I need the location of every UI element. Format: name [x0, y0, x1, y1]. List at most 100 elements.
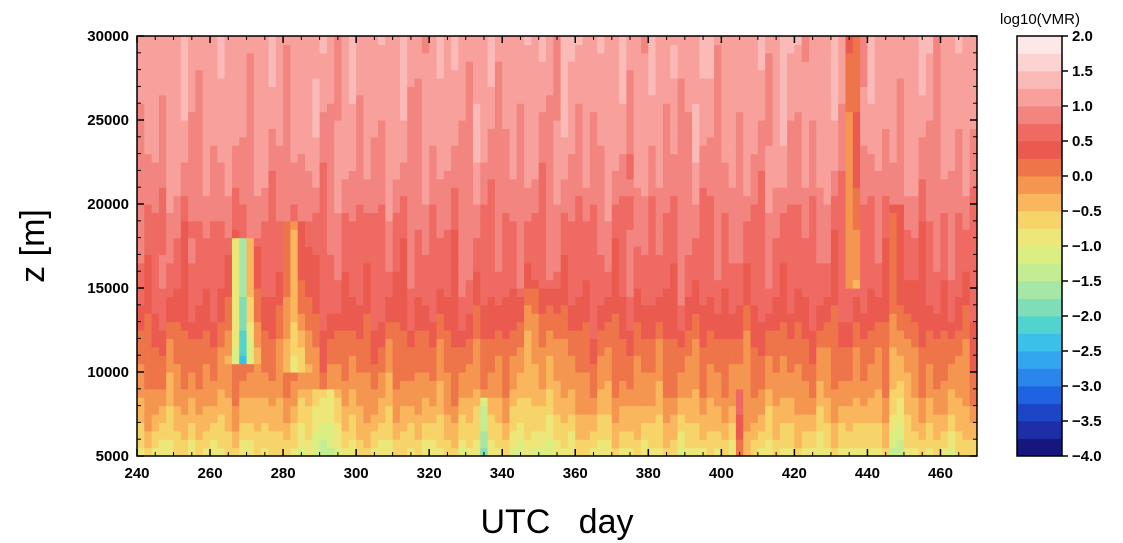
heatmap-cell: [509, 363, 518, 373]
heatmap-cell: [714, 52, 722, 62]
heatmap-cell: [231, 430, 240, 440]
heatmap-cell: [706, 120, 715, 129]
heatmap-cell: [728, 254, 737, 264]
heatmap-cell: [261, 430, 270, 440]
heatmap-cell: [830, 128, 839, 138]
heatmap-cell: [772, 237, 781, 247]
heatmap-cell: [385, 279, 394, 289]
heatmap-cell: [787, 237, 795, 247]
heatmap-cell: [619, 330, 627, 339]
heatmap-cell: [604, 120, 613, 129]
heatmap-cell: [480, 321, 489, 331]
heatmap-cell: [823, 422, 832, 432]
heatmap-cell: [524, 195, 533, 205]
heatmap-cell: [706, 439, 715, 449]
heatmap-cell: [735, 388, 744, 398]
heatmap-cell: [816, 388, 825, 398]
heatmap-cell: [443, 246, 452, 255]
heatmap-cell: [217, 405, 226, 415]
heatmap-cell: [655, 178, 664, 188]
heatmap-cell: [268, 380, 277, 390]
heatmap-cell: [137, 447, 145, 456]
heatmap-cell: [429, 78, 438, 87]
heatmap-cell: [253, 447, 262, 456]
heatmap-cell: [334, 346, 343, 356]
heatmap-cell: [231, 246, 240, 255]
heatmap-cell: [326, 61, 335, 71]
heatmap-cell: [765, 355, 774, 365]
heatmap-cell: [604, 430, 613, 440]
heatmap-cell: [487, 178, 496, 188]
heatmap-cell: [275, 195, 284, 205]
heatmap-cell: [823, 363, 832, 373]
heatmap-cell: [326, 86, 335, 96]
heatmap-cell: [378, 153, 386, 163]
heatmap-cell: [137, 330, 145, 339]
heatmap-cell: [137, 321, 145, 331]
heatmap-cell: [509, 204, 518, 213]
heatmap-cell: [348, 330, 357, 339]
heatmap-cell: [239, 212, 248, 222]
heatmap-cell: [407, 229, 416, 239]
heatmap-cell: [290, 338, 299, 348]
heatmap-cell: [326, 229, 335, 239]
heatmap-cell: [239, 296, 248, 306]
heatmap-cell: [217, 170, 226, 180]
heatmap-cell: [516, 380, 525, 390]
heatmap-cell: [575, 338, 584, 348]
heatmap-cell: [648, 78, 657, 87]
heatmap-cell: [524, 69, 533, 79]
heatmap-cell: [699, 178, 708, 188]
heatmap-cell: [706, 187, 715, 197]
heatmap-cell: [604, 170, 613, 180]
heatmap-cell: [582, 52, 591, 62]
heatmap-cell: [567, 212, 576, 222]
heatmap-cell: [560, 414, 569, 423]
heatmap-cell: [735, 195, 744, 205]
heatmap-cell: [677, 380, 686, 390]
heatmap-cell: [560, 61, 569, 71]
heatmap-cell: [283, 380, 291, 390]
heatmap-cell: [509, 229, 518, 239]
heatmap-cell: [348, 279, 357, 289]
heatmap-cell: [823, 78, 832, 87]
heatmap-cell: [253, 271, 262, 281]
heatmap-cell: [662, 330, 671, 339]
heatmap-cell: [619, 52, 627, 62]
heatmap-cell: [378, 78, 386, 87]
heatmap-cell: [319, 363, 328, 373]
heatmap-cell: [772, 170, 781, 180]
heatmap-cell: [458, 229, 467, 239]
heatmap-cell: [305, 246, 313, 255]
heatmap-cell: [414, 212, 423, 222]
heatmap-cell: [619, 120, 627, 129]
heatmap-cell: [144, 422, 153, 432]
heatmap-cell: [283, 52, 291, 62]
heatmap-cell: [370, 414, 379, 423]
heatmap-cell: [151, 178, 160, 188]
heatmap-cell: [670, 103, 679, 113]
heatmap-cell: [860, 346, 869, 356]
heatmap-cell: [246, 279, 255, 289]
heatmap-cell: [399, 220, 408, 230]
heatmap-cell: [436, 170, 445, 180]
heatmap-cell: [852, 355, 861, 365]
heatmap-cell: [721, 187, 730, 197]
heatmap-cell: [465, 279, 474, 289]
heatmap-cell: [312, 178, 321, 188]
heatmap-cell: [231, 128, 240, 138]
heatmap-cell: [195, 330, 204, 339]
heatmap-cell: [429, 279, 438, 289]
heatmap-cell: [275, 229, 284, 239]
heatmap-cell: [275, 397, 284, 407]
heatmap-cell: [728, 397, 737, 407]
heatmap-cell: [202, 69, 211, 79]
heatmap-cell: [626, 212, 635, 222]
heatmap-cell: [356, 78, 365, 87]
heatmap-cell: [794, 111, 803, 121]
heatmap-cell: [560, 187, 569, 197]
heatmap-cell: [509, 346, 518, 356]
heatmap-cell: [670, 405, 679, 415]
heatmap-cell: [553, 271, 562, 281]
heatmap-cell: [757, 170, 766, 180]
